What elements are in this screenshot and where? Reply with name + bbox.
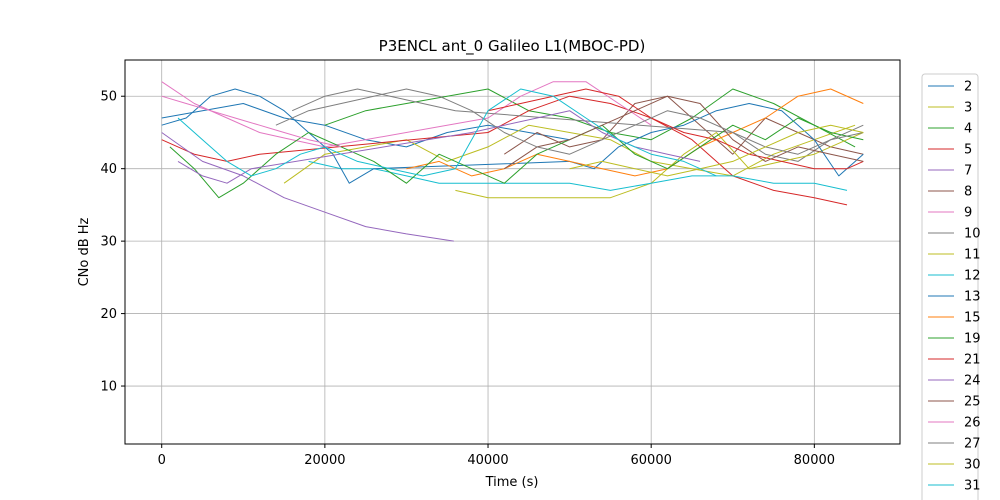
legend-label-21: 21 — [964, 353, 981, 368]
legend: 2 3 4 5 7 8 9 10 11 12 13 15 19 21 24 25 26 27 30 31 — [921, 73, 981, 500]
legend-box — [921, 73, 979, 500]
y-tick-label: 50 — [100, 90, 117, 105]
x-tick-label: 40000 — [467, 453, 508, 468]
plot-area-frame — [124, 59, 901, 445]
series-line-9 — [161, 81, 652, 148]
series-line-19 — [169, 117, 864, 199]
y-tick-label: 30 — [100, 235, 117, 250]
series-line-31 — [177, 88, 717, 177]
series-line-5 — [161, 95, 848, 206]
series-layer — [161, 81, 864, 242]
legend-label-3: 3 — [964, 101, 972, 116]
legend-label-11: 11 — [964, 248, 981, 263]
y-axis-ticks: 10 20 30 40 50 — [100, 90, 125, 395]
series-line-8 — [504, 95, 864, 155]
series-line-25 — [504, 95, 864, 170]
legend-label-4: 4 — [964, 122, 972, 137]
series-line-4 — [324, 88, 856, 148]
y-tick-label: 10 — [100, 380, 117, 395]
legend-label-12: 12 — [964, 269, 981, 284]
x-tick-label: 0 — [158, 453, 166, 468]
x-tick-label: 20000 — [304, 453, 345, 468]
legend-label-31: 31 — [964, 479, 981, 494]
y-tick-label: 20 — [100, 307, 117, 322]
legend-label-2: 2 — [964, 80, 972, 95]
series-line-30 — [569, 124, 864, 177]
chart-title: P3ENCL ant_0 Galileo L1(MBOC-PD) — [379, 37, 646, 56]
legend-label-15: 15 — [964, 311, 981, 326]
legend-label-8: 8 — [964, 185, 972, 200]
legend-label-26: 26 — [964, 416, 981, 431]
legend-label-25: 25 — [964, 395, 981, 410]
legend-label-19: 19 — [964, 332, 981, 347]
series-line-7 — [161, 132, 454, 242]
series-line-26 — [161, 95, 342, 148]
legend-label-10: 10 — [964, 227, 981, 242]
legend-label-24: 24 — [964, 374, 981, 389]
legend-label-5: 5 — [964, 143, 972, 158]
y-axis-label: CNo dB Hz — [77, 217, 92, 286]
y-tick-label: 40 — [100, 162, 117, 177]
series-line-24 — [177, 110, 701, 184]
x-axis-ticks: 0 20000 40000 60000 80000 — [158, 444, 835, 468]
series-line-3 — [283, 124, 856, 184]
legend-label-7: 7 — [964, 164, 972, 179]
legend-label-27: 27 — [964, 437, 981, 452]
legend-label-30: 30 — [964, 458, 981, 473]
series-line-12 — [308, 160, 848, 191]
x-tick-label: 80000 — [794, 453, 835, 468]
x-tick-label: 60000 — [631, 453, 672, 468]
grid — [125, 60, 900, 444]
legend-label-13: 13 — [964, 290, 981, 305]
series-line-11 — [455, 132, 864, 199]
legend-label-9: 9 — [964, 206, 972, 221]
x-axis-label: Time (s) — [485, 475, 539, 490]
series-line-10 — [291, 88, 864, 162]
